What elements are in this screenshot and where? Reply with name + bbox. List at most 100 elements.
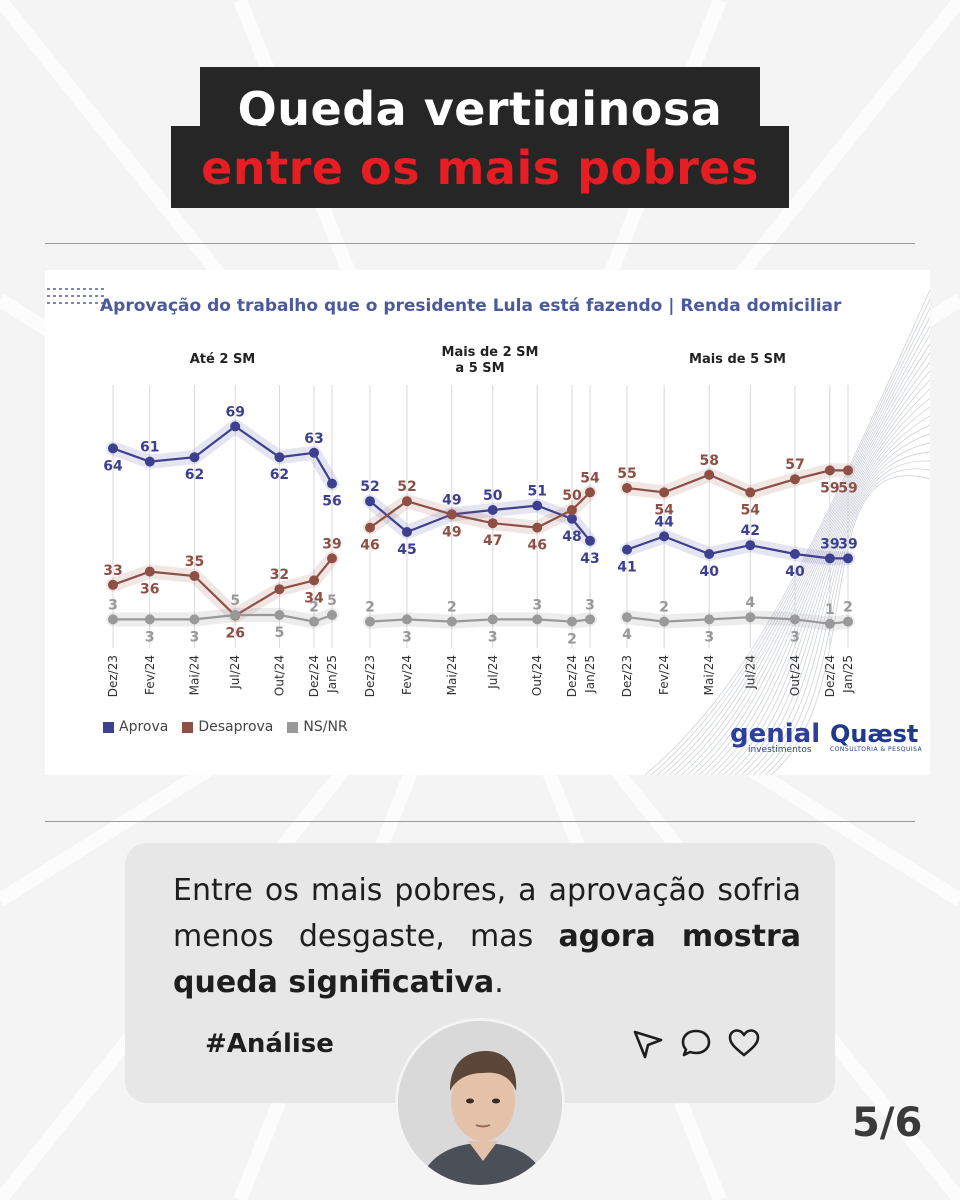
data-label: 42	[741, 523, 760, 539]
data-label: 51	[527, 484, 546, 500]
data-label: 1	[825, 602, 835, 618]
x-tick-label: Dez/23	[620, 655, 634, 697]
data-label: 52	[360, 479, 379, 495]
x-tick-label: Jan/25	[583, 655, 597, 694]
divider-bottom	[45, 821, 915, 822]
data-point	[659, 487, 670, 498]
data-point	[789, 474, 800, 485]
data-label: 50	[562, 488, 582, 504]
data-point	[365, 522, 375, 533]
data-point	[659, 616, 670, 627]
data-label: 2	[309, 600, 319, 616]
decoration-wave-line	[740, 433, 930, 775]
data-point	[843, 553, 853, 564]
data-point	[745, 540, 756, 551]
genial-logo: genial investimentos	[730, 719, 821, 755]
panel-title: Até 2 SM	[190, 352, 256, 367]
x-tick-label: Dez/24	[823, 655, 837, 697]
data-point	[704, 614, 715, 625]
data-label: 32	[270, 567, 289, 583]
decoration-wave-line	[734, 424, 930, 775]
data-label: 2	[567, 632, 577, 648]
chart-title: Aprovação do trabalho que o presidente L…	[100, 296, 842, 316]
data-label: 49	[442, 524, 461, 540]
data-label: 3	[488, 629, 498, 645]
data-point	[824, 618, 835, 629]
x-tick-label: Fev/24	[400, 655, 414, 695]
decoration-wave-line	[644, 289, 930, 775]
data-point	[365, 616, 375, 627]
data-point	[745, 487, 756, 498]
data-label: 35	[185, 554, 204, 570]
x-tick-label: Jul/24	[743, 655, 757, 690]
data-point	[108, 614, 118, 625]
legend-item-desaprova: Desaprova	[182, 719, 273, 735]
data-label: 43	[580, 551, 599, 567]
commentary-text-bold: agora mostra queda significativa	[173, 919, 802, 1000]
social-actions	[630, 1025, 762, 1061]
data-point	[309, 616, 320, 627]
decoration-wave-line	[662, 316, 930, 775]
comment-icon[interactable]	[678, 1025, 714, 1061]
decoration-wave-line	[758, 460, 930, 775]
data-point	[309, 447, 320, 458]
data-label: 5	[275, 625, 285, 641]
data-point	[745, 612, 756, 623]
data-point	[230, 421, 241, 432]
data-point	[309, 575, 320, 586]
data-point	[189, 614, 200, 625]
decoration-wave-line	[656, 307, 930, 775]
hashtag[interactable]: #Análise	[205, 1029, 334, 1059]
data-label: 3	[704, 629, 714, 645]
data-point	[401, 527, 412, 537]
commentary-text: Entre os mais pobres, a aprovação sofria…	[173, 868, 801, 1006]
decoration-wave-line	[650, 298, 930, 775]
decoration-wave-line	[728, 415, 930, 775]
data-label: 44	[654, 514, 674, 530]
data-label: 4	[622, 627, 632, 643]
data-label: 39	[820, 536, 839, 552]
data-label: 2	[659, 600, 669, 616]
genial-logo-text: genial	[730, 719, 821, 749]
data-point	[327, 553, 337, 564]
data-point	[843, 465, 853, 476]
data-point	[401, 496, 412, 507]
decoration-wave-line	[716, 397, 930, 775]
data-label: 46	[360, 538, 379, 554]
send-icon[interactable]	[630, 1025, 666, 1061]
data-label: 50	[483, 488, 503, 504]
data-label: 26	[225, 626, 244, 642]
data-label: 3	[108, 597, 118, 613]
data-point	[789, 614, 800, 625]
panel-title: a 5 SM	[455, 361, 504, 376]
data-label: 3	[402, 629, 412, 645]
data-point	[108, 443, 118, 454]
data-point	[659, 531, 670, 542]
data-label: 54	[580, 470, 600, 486]
data-label: 61	[140, 440, 159, 456]
x-tick-label: Jan/25	[841, 655, 855, 694]
data-label: 2	[843, 600, 853, 616]
data-label: 58	[699, 453, 718, 469]
data-label: 33	[103, 563, 122, 579]
heart-icon[interactable]	[726, 1025, 762, 1061]
data-label: 41	[617, 560, 636, 576]
data-label: 39	[838, 536, 857, 552]
data-label: 4	[745, 595, 755, 611]
decoration-wave-line	[722, 406, 930, 775]
title-line-2: entre os mais pobres	[171, 126, 789, 208]
decoration-wave-line	[692, 361, 930, 775]
data-label: 3	[190, 629, 200, 645]
decoration-wave-line	[746, 442, 930, 775]
chart-panel: Aprovação do trabalho que o presidente L…	[45, 270, 930, 775]
x-tick-label: Dez/23	[106, 655, 120, 697]
data-label: 34	[304, 590, 324, 606]
data-label: 62	[270, 467, 289, 483]
legend-swatch-nsnr	[287, 721, 299, 733]
data-label: 40	[785, 564, 805, 580]
x-tick-label: Out/24	[272, 655, 286, 696]
data-point	[487, 518, 498, 529]
x-tick-label: Out/24	[788, 655, 802, 696]
legend-swatch-aprova	[103, 721, 114, 733]
decoration-wave-line	[704, 379, 930, 775]
